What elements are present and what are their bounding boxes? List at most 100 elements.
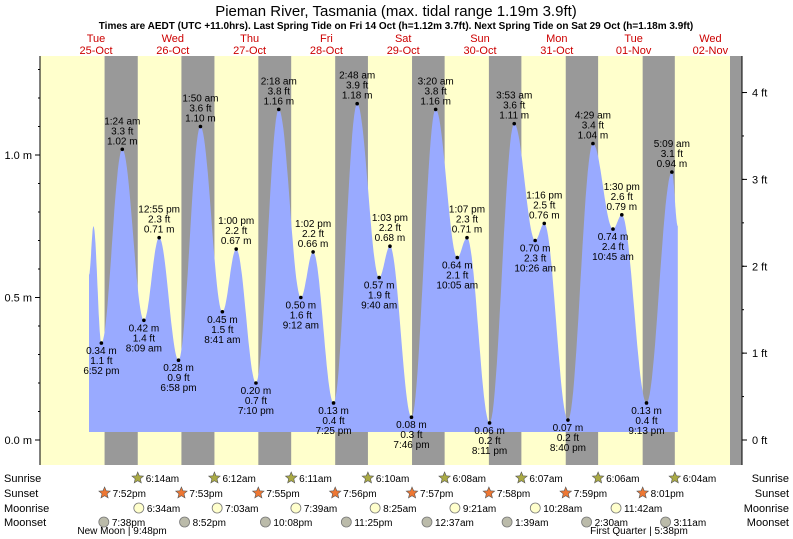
night-band bbox=[730, 56, 742, 465]
moonrise-icon bbox=[133, 502, 145, 514]
moonset-time: 1:39am bbox=[515, 518, 548, 529]
moon-phase-label: First Quarter | 5:38pm bbox=[590, 526, 688, 537]
moonset-icon bbox=[581, 516, 592, 528]
tide-point bbox=[355, 101, 359, 106]
sunrise-time: 6:11am bbox=[299, 474, 332, 485]
tide-m-label: 0.13 m bbox=[318, 406, 349, 417]
day-label: Wed bbox=[699, 33, 721, 45]
sunset-time: 7:52pm bbox=[113, 489, 146, 500]
moon-phase-label: New Moon | 9:48pm bbox=[77, 526, 166, 537]
sunset-icon bbox=[98, 486, 112, 499]
tide-point bbox=[487, 421, 492, 425]
tide-time-label: 1:07 pm bbox=[449, 205, 485, 216]
sunrise-icon bbox=[438, 471, 452, 484]
row-label-right: Sunset bbox=[755, 488, 789, 500]
tide-point bbox=[533, 238, 537, 243]
tide-time-label: 6:58 pm bbox=[160, 383, 196, 394]
date-label: 27-Oct bbox=[233, 45, 266, 57]
tide-ft-label: 1.9 ft bbox=[368, 291, 390, 302]
row-label-right: Sunrise bbox=[752, 473, 789, 485]
tide-time-label: 8:41 am bbox=[204, 335, 240, 346]
tide-ft-label: 0.3 ft bbox=[400, 430, 422, 441]
tide-ft-label: 2.2 ft bbox=[379, 223, 401, 234]
tide-m-label: 1.04 m bbox=[578, 131, 609, 142]
sunset-time: 7:56pm bbox=[343, 489, 376, 500]
tide-time-label: 8:09 am bbox=[126, 343, 162, 354]
sunset-icon bbox=[636, 486, 650, 499]
tide-ft-label: 0.4 ft bbox=[635, 416, 657, 427]
tide-time-label: 1:00 pm bbox=[218, 216, 254, 227]
moonset-icon bbox=[179, 516, 190, 528]
moonrise-icon bbox=[529, 502, 541, 514]
tide-ft-label: 2.4 ft bbox=[602, 242, 624, 253]
tide-m-label: 0.34 m bbox=[86, 346, 117, 357]
tide-point bbox=[157, 235, 161, 240]
right-axis-tick-label: 1 ft bbox=[752, 348, 767, 360]
tide-ft-label: 2.1 ft bbox=[446, 271, 468, 282]
row-label-right: Moonset bbox=[747, 517, 789, 529]
tide-m-label: 0.79 m bbox=[607, 202, 638, 213]
tide-point bbox=[176, 358, 181, 363]
tide-point bbox=[433, 107, 438, 112]
tide-ft-label: 3.6 ft bbox=[503, 101, 525, 112]
tide-point bbox=[591, 141, 595, 146]
tide-m-label: 0.71 m bbox=[452, 225, 483, 236]
tide-time-label: 1:02 pm bbox=[295, 219, 331, 230]
tide-point bbox=[620, 213, 624, 217]
tide-m-label: 0.67 m bbox=[221, 236, 252, 247]
tide-ft-label: 3.3 ft bbox=[111, 126, 133, 137]
date-label: 26-Oct bbox=[156, 45, 189, 57]
sunrise-icon bbox=[207, 471, 221, 484]
tide-point bbox=[254, 381, 258, 385]
sunrise-time: 6:06am bbox=[606, 474, 639, 485]
tide-point bbox=[566, 418, 570, 422]
tide-time-label: 1:50 am bbox=[182, 94, 218, 105]
sunrise-icon bbox=[668, 471, 682, 484]
right-axis-tick-label: 3 ft bbox=[752, 174, 767, 186]
tide-ft-label: 0.2 ft bbox=[478, 436, 500, 447]
tide-time-label: 7:46 pm bbox=[393, 440, 429, 451]
date-label: 25-Oct bbox=[79, 45, 112, 57]
moonset-time: 8:52pm bbox=[193, 518, 226, 529]
tide-m-label: 0.07 m bbox=[553, 423, 584, 434]
date-label: 31-Oct bbox=[540, 45, 573, 57]
tide-m-label: 0.74 m bbox=[598, 232, 629, 243]
tide-time-label: 8:11 pm bbox=[472, 446, 507, 457]
sunset-time: 7:53pm bbox=[189, 489, 222, 500]
moonset-icon bbox=[501, 516, 513, 528]
moonrise-time: 10:28am bbox=[543, 504, 582, 515]
moonrise-icon bbox=[610, 502, 622, 514]
right-axis-tick-label: 2 ft bbox=[752, 261, 767, 273]
tide-m-label: 0.68 m bbox=[375, 233, 406, 244]
row-label-left: Moonrise bbox=[4, 503, 49, 515]
tide-m-label: 1.18 m bbox=[342, 91, 373, 102]
sunrise-icon bbox=[591, 471, 605, 484]
tide-m-label: 0.28 m bbox=[163, 363, 194, 374]
tide-m-label: 0.66 m bbox=[298, 239, 329, 250]
moonset-icon bbox=[660, 516, 671, 528]
day-label: Sat bbox=[395, 33, 412, 45]
tide-point bbox=[299, 295, 303, 300]
row-label-right: Moonrise bbox=[744, 503, 789, 515]
tide-time-label: 7:25 pm bbox=[315, 426, 351, 437]
sunset-time: 7:57pm bbox=[420, 489, 453, 500]
sunrise-icon bbox=[131, 471, 145, 484]
tide-m-label: 1.16 m bbox=[420, 96, 451, 107]
left-axis-tick-label: 1.0 m bbox=[4, 150, 32, 162]
sunset-time: 7:55pm bbox=[266, 489, 299, 500]
tide-point bbox=[388, 244, 392, 248]
tide-ft-label: 3.8 ft bbox=[425, 86, 447, 97]
tide-time-label: 3:20 am bbox=[418, 76, 454, 87]
tide-ft-label: 2.3 ft bbox=[524, 254, 546, 265]
tide-ft-label: 2.5 ft bbox=[533, 200, 555, 211]
sunset-icon bbox=[174, 486, 188, 499]
tide-ft-label: 2.3 ft bbox=[456, 215, 478, 226]
tide-ft-label: 2.2 ft bbox=[302, 229, 324, 240]
tide-m-label: 0.71 m bbox=[144, 225, 175, 236]
day-label: Tue bbox=[624, 33, 643, 45]
tide-time-label: 9:13 pm bbox=[628, 426, 664, 437]
tide-ft-label: 2.3 ft bbox=[148, 215, 170, 226]
tide-time-label: 10:26 am bbox=[514, 264, 556, 275]
tide-point bbox=[276, 107, 281, 112]
